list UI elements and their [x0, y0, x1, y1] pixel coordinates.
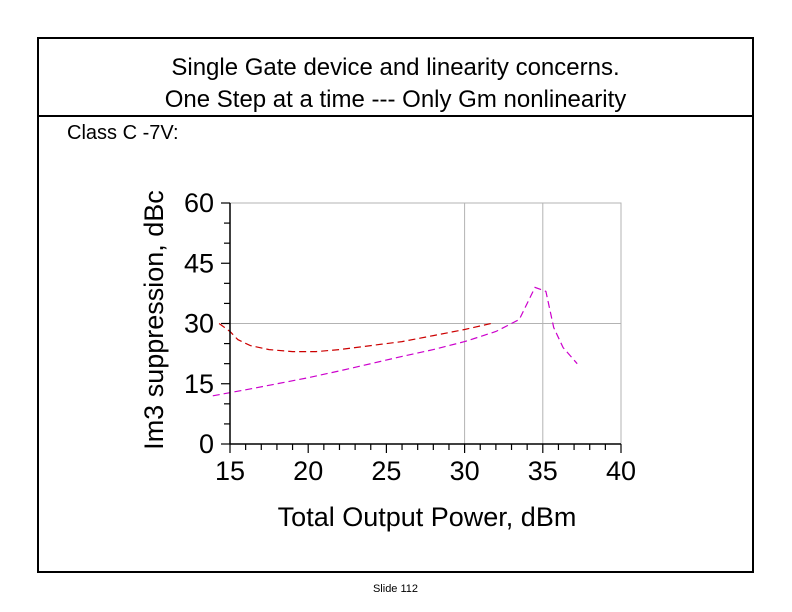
- series-line-1: [218, 322, 492, 353]
- x-tick-label-25: 25: [371, 456, 401, 486]
- title-box: Single Gate device and linearity concern…: [39, 39, 752, 117]
- y-tick-label-15: 15: [184, 369, 214, 399]
- slide-frame: Single Gate device and linearity concern…: [37, 37, 754, 595]
- x-tick-label-20: 20: [293, 456, 323, 486]
- y-axis-label: Im3 suppression, dBc: [139, 190, 169, 450]
- x-tick-label-30: 30: [450, 456, 480, 486]
- y-tick-label-60: 60: [184, 188, 214, 218]
- slide-subtitle: Class C -7V:: [67, 122, 179, 144]
- slide-number: Slide 112: [372, 583, 419, 595]
- slide-title-line-1: Single Gate device and linearity concern…: [171, 54, 620, 81]
- series-line-2: [212, 286, 578, 397]
- y-tick-label-0: 0: [199, 429, 214, 459]
- x-tick-label-15: 15: [215, 456, 245, 486]
- x-axis-label: Total Output Power, dBm: [278, 502, 577, 532]
- x-tick-label-40: 40: [606, 456, 636, 486]
- y-tick-label-45: 45: [184, 248, 214, 278]
- x-tick-label-35: 35: [528, 456, 558, 486]
- grid-layer: [230, 203, 621, 444]
- series-layer: [212, 286, 578, 397]
- y-tick-label-30: 30: [184, 309, 214, 339]
- slide-title-line-2: One Step at a time --- Only Gm nonlinear…: [164, 86, 627, 113]
